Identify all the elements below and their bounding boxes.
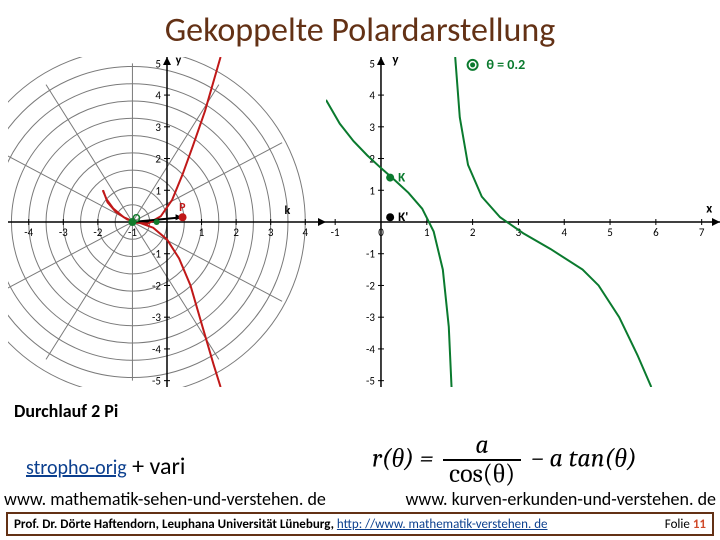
caption-durchlauf: Durchlauf 2 Pi bbox=[14, 400, 118, 422]
svg-text:-4: -4 bbox=[366, 343, 375, 356]
url-row: www. mathematik-sehen-und-verstehen. de … bbox=[0, 488, 720, 510]
svg-text:5: 5 bbox=[369, 57, 375, 70]
svg-text:1: 1 bbox=[424, 226, 430, 239]
svg-text:0: 0 bbox=[378, 226, 384, 239]
eq-den: cos(θ) bbox=[443, 461, 521, 488]
svg-text:4: 4 bbox=[561, 226, 567, 239]
svg-text:y: y bbox=[176, 57, 182, 67]
url-right: www. kurven-erkunden-und-verstehen. de bbox=[405, 488, 716, 510]
right-chart: -101234567-5-4-3-2-112345θ = 0.2KK'yx bbox=[326, 57, 720, 392]
svg-text:-1: -1 bbox=[152, 248, 161, 261]
svg-text:-2: -2 bbox=[93, 226, 102, 239]
svg-text:k: k bbox=[285, 204, 291, 218]
slide-title: Gekoppelte Polardarstellung bbox=[0, 0, 720, 57]
svg-text:K': K' bbox=[398, 210, 408, 225]
url-left: www. mathematik-sehen-und-verstehen. de bbox=[4, 488, 326, 510]
svg-text:5: 5 bbox=[155, 57, 161, 70]
link-row: stropho-orig + vari bbox=[26, 452, 185, 481]
svg-text:2: 2 bbox=[470, 226, 476, 239]
svg-text:-3: -3 bbox=[366, 311, 375, 324]
eq-rhs: − a tan(θ) bbox=[525, 443, 637, 473]
svg-text:5: 5 bbox=[607, 226, 613, 239]
svg-text:4: 4 bbox=[302, 226, 308, 239]
svg-text:6: 6 bbox=[653, 226, 659, 239]
svg-text:2: 2 bbox=[155, 153, 161, 166]
svg-text:4: 4 bbox=[369, 89, 375, 102]
svg-text:P: P bbox=[179, 201, 186, 215]
svg-text:x: x bbox=[706, 201, 712, 216]
svg-text:-1: -1 bbox=[366, 248, 375, 261]
stropho-link[interactable]: stropho-orig bbox=[26, 456, 127, 480]
svg-text:1: 1 bbox=[199, 226, 205, 239]
svg-text:-4: -4 bbox=[152, 343, 161, 356]
svg-text:3: 3 bbox=[369, 121, 375, 134]
svg-text:-4: -4 bbox=[24, 226, 33, 239]
svg-text:2: 2 bbox=[233, 226, 239, 239]
footer-folie-label: Folie bbox=[665, 517, 693, 532]
link-suffix: + vari bbox=[127, 452, 186, 481]
svg-text:7: 7 bbox=[699, 226, 705, 239]
footer-folie-num: 11 bbox=[693, 517, 706, 532]
svg-text:O: O bbox=[132, 212, 140, 226]
svg-text:-5: -5 bbox=[152, 375, 161, 387]
plot-row: -4-3-2-11234-5-4-3-2-112345OPyk -1012345… bbox=[0, 57, 720, 392]
svg-text:4: 4 bbox=[155, 89, 161, 102]
svg-text:θ = 0.2: θ = 0.2 bbox=[486, 57, 525, 73]
svg-text:3: 3 bbox=[155, 121, 161, 134]
svg-text:1: 1 bbox=[369, 184, 375, 197]
svg-text:1: 1 bbox=[155, 184, 161, 197]
svg-text:K: K bbox=[398, 171, 406, 186]
svg-text:-2: -2 bbox=[152, 279, 161, 292]
svg-text:-1: -1 bbox=[128, 226, 137, 239]
equation: r(θ) = a cos(θ) − a tan(θ) bbox=[372, 432, 637, 489]
svg-text:y: y bbox=[392, 57, 399, 67]
svg-text:-5: -5 bbox=[366, 375, 375, 387]
eq-lhs: r(θ) = bbox=[372, 443, 433, 473]
left-chart: -4 -3 -2 -1 1 2 3 4 -5 -4 -3 -2 -1 1 2 3 4 5 O Py k bbox=[8, 57, 326, 392]
svg-text:3: 3 bbox=[268, 226, 274, 239]
footer-prof: Prof. Dr. Dörte Haftendorn, Leuphana Uni… bbox=[14, 517, 337, 532]
svg-text:-2: -2 bbox=[366, 279, 375, 292]
footer-bar: Prof. Dr. Dörte Haftendorn, Leuphana Uni… bbox=[6, 512, 714, 536]
eq-num: a bbox=[443, 432, 521, 461]
svg-text:-1: -1 bbox=[331, 226, 340, 239]
footer-http-link[interactable]: http: //www. mathematik-verstehen. de bbox=[337, 517, 548, 532]
svg-text:-3: -3 bbox=[152, 311, 161, 324]
svg-text:-3: -3 bbox=[59, 226, 68, 239]
